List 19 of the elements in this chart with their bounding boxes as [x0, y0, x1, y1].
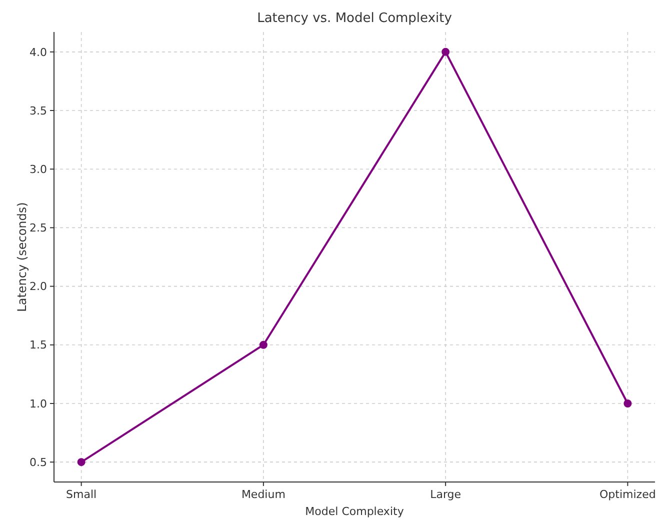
x-tick-label: Small — [66, 488, 97, 501]
y-tick-label: 1.5 — [30, 338, 47, 352]
point — [259, 340, 268, 349]
y-tick-label: 0.5 — [30, 456, 47, 469]
point — [624, 399, 632, 408]
x-axis-title: Model Complexity — [305, 505, 404, 518]
y-tick-label: 3.5 — [30, 104, 47, 118]
x-tick-label: Medium — [241, 488, 286, 501]
x-tick-label: Optimized — [600, 488, 656, 501]
chart-title: Latency vs. Model Complexity — [257, 11, 452, 26]
y-tick-label: 3.0 — [30, 162, 47, 176]
point — [77, 458, 86, 466]
point — [442, 48, 450, 56]
y-tick-label: 4.0 — [30, 46, 47, 59]
y-axis-title: Latency (seconds) — [15, 202, 29, 312]
y-tick-label: 2.0 — [30, 280, 47, 294]
y-tick-label: 1.0 — [30, 397, 47, 410]
y-tick-label: 2.5 — [30, 222, 47, 235]
x-tick-label: Large — [430, 488, 462, 501]
